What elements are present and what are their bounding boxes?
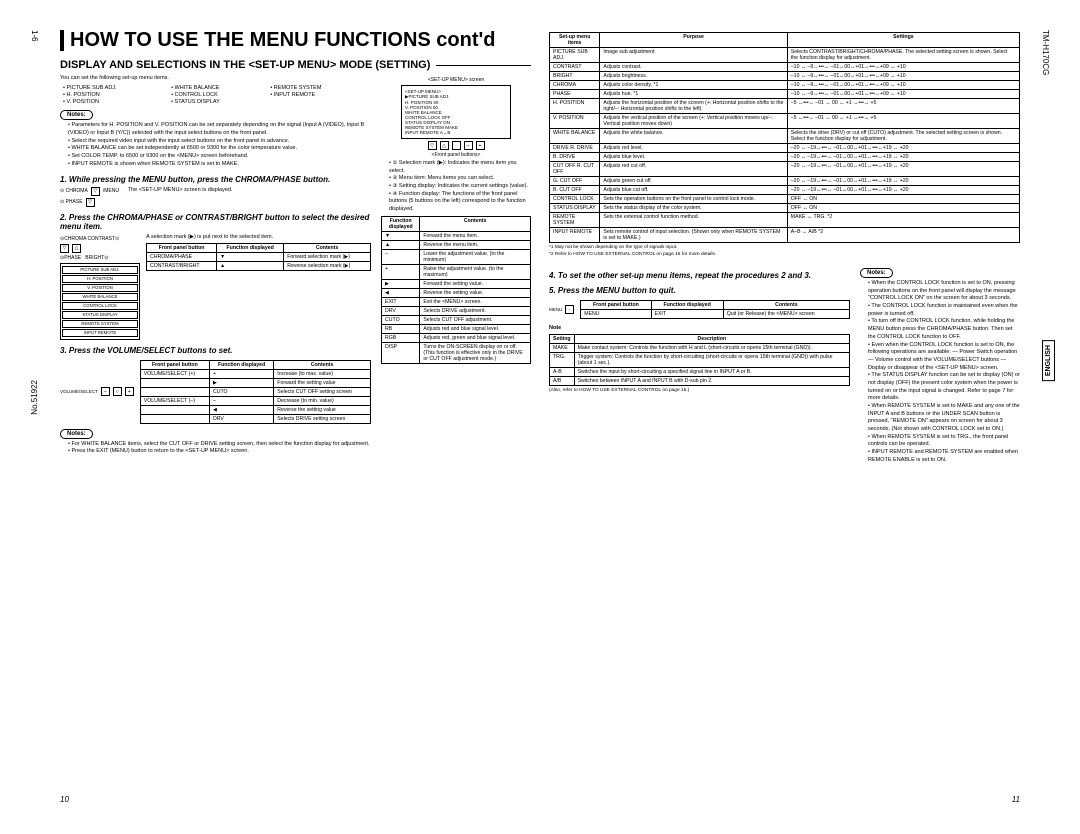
- right-notes-list: When the CONTROL LOCK function is set to…: [860, 280, 1020, 465]
- step-5: 5. Press the MENU button to quit.: [549, 286, 850, 295]
- step-3: 3. Press the VOLUME/SELECT buttons to se…: [60, 346, 371, 355]
- volume-select-diagram: VOLUME/SELECT–○+: [60, 360, 134, 424]
- setup-items-table: Set-up menu itemsPurposeSettingsPICTURE …: [549, 32, 1020, 243]
- notes-label-3: Notes:: [60, 429, 93, 439]
- step3-table: Front panel buttonFunction displayedCont…: [140, 360, 371, 424]
- page-num-right: 11: [1012, 795, 1020, 804]
- page-num-left: 10: [60, 795, 69, 804]
- screen-caption: <SET-UP MENU> screen: [381, 77, 531, 83]
- step-1: 1. While pressing the MENU button, press…: [60, 175, 371, 184]
- notes-label: Notes:: [60, 110, 93, 120]
- lang-tab: ENGLISH: [1042, 340, 1055, 381]
- notes-list-1: Parameters for H. POSITION and V. POSITI…: [60, 122, 371, 168]
- menu-button-diagram: MENU·: [549, 300, 574, 319]
- side-page: 1-6: [30, 30, 39, 42]
- page-title: HOW TO USE THE MENU FUNCTIONS cont'd: [60, 30, 531, 51]
- note-ref: (Also, refer to HOW TO USE EXTERNAL CONT…: [549, 388, 850, 393]
- side-docnum: No.51922: [30, 380, 39, 415]
- function-table: Function displayedContents▼Forward the m…: [381, 216, 531, 364]
- setup-list-box: PICTURE SUB ADJ.H. POSITIONV. POSITIONWH…: [60, 263, 140, 340]
- section-heading: DISPLAY AND SELECTIONS IN THE <SET-UP ME…: [60, 59, 531, 71]
- step-4: 4. To set the other set-up menu items, r…: [549, 271, 850, 280]
- setup-screen-diagram: <SET-UP MENU>▶PICTURE SUB ADJ.H. POSITIO…: [401, 85, 511, 139]
- step5-table: Front panel buttonFunction displayedCont…: [580, 300, 850, 319]
- big-footnote-2: *2 Refer to HOW TO USE EXTERNAL CONTROL …: [549, 252, 1020, 257]
- intro-text: You can set the following set-up menu it…: [60, 75, 371, 82]
- notes-list-3: For WHITE BALANCE items, select the CUT …: [60, 441, 371, 456]
- note-heading: Note: [549, 325, 850, 332]
- circled-notes: ① Selection mark (▶): Indicates the menu…: [381, 160, 531, 214]
- note-table: SettingDescriptionMAKEMake contact syste…: [549, 334, 850, 386]
- right-notes-label: Notes:: [860, 268, 893, 278]
- step2-table: Front panel buttonFunction displayedCont…: [146, 243, 371, 271]
- big-footnote-1: *1 May not be shown depending on the typ…: [549, 245, 1020, 250]
- side-model: TM-H170CG: [1041, 30, 1050, 75]
- menu-items-grid: • PICTURE SUB ADJ.• WHITE BALANCE• REMOT…: [60, 84, 371, 105]
- step-2: 2. Press the CHROMA/PHASE or CONTRAST/BR…: [60, 213, 371, 231]
- chroma-menu-diagram: ⊙ CHROMA▽/MENU The <SET-UP MENU> screen …: [60, 187, 371, 196]
